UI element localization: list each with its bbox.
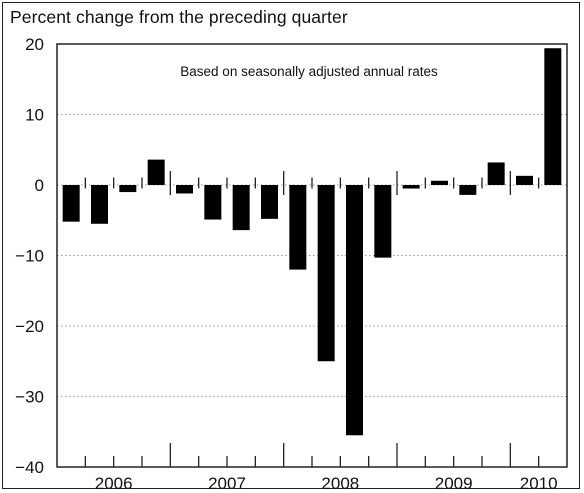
bar xyxy=(516,175,533,185)
bar xyxy=(204,185,222,220)
y-axis-label: Percent change from the preceding quarte… xyxy=(10,7,348,27)
bar xyxy=(119,185,137,193)
bar xyxy=(487,162,505,185)
y-tick-label: 10 xyxy=(25,106,44,125)
x-axis-ticks xyxy=(84,171,540,467)
chart-frame xyxy=(2,2,580,489)
bar xyxy=(261,185,278,219)
x-tick-label: 2008 xyxy=(321,474,359,493)
x-tick-label: 2010 xyxy=(520,474,558,493)
bar xyxy=(176,185,193,194)
y-tick-labels: 20 10 0 −10 −20 −30 −40 xyxy=(15,35,44,477)
y-tick-label: 20 xyxy=(25,35,44,54)
bar xyxy=(62,185,80,222)
x-tick-label: 2009 xyxy=(435,474,473,493)
plot-area xyxy=(56,43,568,468)
chart-annotation: Based on seasonally adjusted annual rate… xyxy=(180,64,438,79)
bar xyxy=(346,185,363,436)
x-tick-label: 2007 xyxy=(208,474,246,493)
gridlines xyxy=(57,114,567,397)
bar xyxy=(317,185,335,362)
bar xyxy=(402,185,420,189)
bar xyxy=(91,185,108,224)
y-tick-label: −10 xyxy=(15,247,44,266)
y-tick-label: 0 xyxy=(35,176,44,195)
y-tick-label: −20 xyxy=(15,317,44,336)
y-tick-label: −40 xyxy=(15,458,44,477)
bar xyxy=(232,185,250,231)
bar xyxy=(459,185,477,195)
bar xyxy=(289,185,307,270)
x-tick-labels: 2006 2007 2008 2009 2010 xyxy=(95,474,558,493)
bar xyxy=(147,159,165,185)
bar xyxy=(544,48,562,186)
x-tick-label: 2006 xyxy=(95,474,133,493)
bar xyxy=(374,185,392,258)
y-tick-label: −30 xyxy=(15,388,44,407)
bars xyxy=(62,48,562,436)
bar xyxy=(431,180,448,185)
